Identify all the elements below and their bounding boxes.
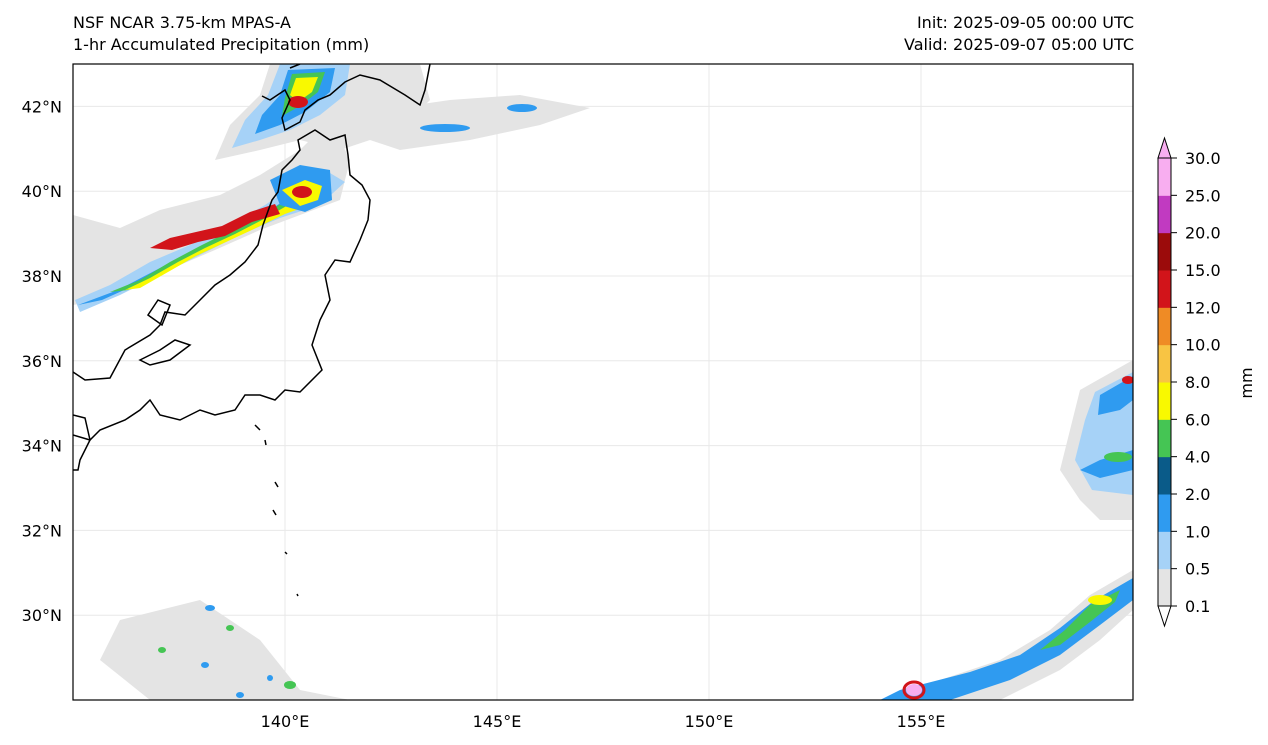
precip-offshore-north-blue2 <box>507 104 537 112</box>
precip-se-band-yellow <box>1088 595 1112 605</box>
colorbar-level-label: 2.0 <box>1185 485 1210 504</box>
colorbar-level-label: 12.0 <box>1185 298 1221 317</box>
colorbar-level-label: 30.0 <box>1185 149 1221 168</box>
model-title: NSF NCAR 3.75-km MPAS-A <box>73 13 291 32</box>
colorbar-swatch <box>1158 195 1171 234</box>
colorbar-swatch <box>1158 307 1171 346</box>
valid-time: Valid: 2025-09-07 05:00 UTC <box>903 35 1134 54</box>
colorbar-swatch <box>1158 494 1171 532</box>
precip-sw-cells <box>100 600 350 700</box>
lon-tick-label: 150°E <box>685 712 734 731</box>
lon-tick-label: 145°E <box>473 712 522 731</box>
title-right: Init: 2025-09-05 00:00 UTC Valid: 2025-0… <box>904 12 1134 56</box>
colorbar-swatch <box>1158 419 1171 458</box>
lat-tick-label: 42°N <box>22 97 62 116</box>
coast-shikoku <box>138 339 192 366</box>
lat-tick-label: 36°N <box>22 352 62 371</box>
colorbar-level-label: 8.0 <box>1185 373 1210 392</box>
colorbar-swatch <box>1158 158 1171 196</box>
colorbar-level-label: 6.0 <box>1185 410 1210 429</box>
colorbar-swatch <box>1158 232 1171 271</box>
colorbar-swatch <box>1158 531 1171 570</box>
colorbar-swatch <box>1158 270 1171 308</box>
precip-hokkaido-core <box>288 96 308 108</box>
colorbar-level-label: 25.0 <box>1185 186 1221 205</box>
lat-tick-label: 32°N <box>22 521 62 540</box>
precip-band-japan-sea <box>73 120 350 305</box>
lon-tick-labels: 140°E 145°E 150°E 155°E <box>261 712 946 731</box>
colorbar-level-label: 15.0 <box>1185 261 1221 280</box>
precip-east-cluster-blue <box>1080 376 1133 478</box>
precip-band-japan-sea-red <box>150 204 280 250</box>
colorbar-level-label: 0.1 <box>1185 597 1210 616</box>
colorbar-swatch <box>1158 344 1171 383</box>
precip-offshore-north-blue <box>420 124 470 132</box>
coast-hokkaido <box>261 64 431 132</box>
colorbar-swatch <box>1158 382 1171 420</box>
colorbar-level-label: 1.0 <box>1185 522 1210 541</box>
precip-east-cluster-green <box>1104 452 1132 462</box>
colorbar-swatch <box>1158 456 1171 495</box>
lat-tick-labels: 42°N 40°N 38°N 36°N 34°N 32°N 30°N <box>22 97 62 625</box>
coast-noto <box>146 299 171 327</box>
precip-tohoku-cell-red <box>292 186 312 198</box>
coastlines <box>73 64 431 597</box>
map-frame <box>72 63 1134 701</box>
lon-tick-label: 155°E <box>897 712 946 731</box>
lat-tick-label: 34°N <box>22 437 62 456</box>
colorbar-level-label: 20.0 <box>1185 224 1221 243</box>
coast-honshu <box>73 129 371 441</box>
lat-tick-label: 40°N <box>22 182 62 201</box>
coast-kyushu <box>73 414 91 471</box>
init-time: Init: 2025-09-05 00:00 UTC <box>916 13 1134 32</box>
title-left: NSF NCAR 3.75-km MPAS-A 1-hr Accumulated… <box>73 12 369 56</box>
gridlines <box>73 64 1133 700</box>
precip-se-band-red <box>902 680 926 700</box>
precipitation-field <box>73 64 1133 700</box>
precip-se-band-core <box>906 684 922 696</box>
colorbar-level-label: 10.0 <box>1185 336 1221 355</box>
colorbar-extend-max <box>1157 136 1172 159</box>
colorbar-swatch <box>1158 568 1171 607</box>
precip-east-cluster-red <box>1122 376 1133 384</box>
coast-izu-islands <box>254 424 299 597</box>
field-title: 1-hr Accumulated Precipitation (mm) <box>73 35 370 54</box>
lat-tick-label: 30°N <box>22 606 62 625</box>
colorbar-level-label: 0.5 <box>1185 560 1210 579</box>
precip-se-band-blue <box>880 578 1133 700</box>
precip-hokkaido-yellow <box>290 77 318 102</box>
colorbar-extend-min <box>1157 605 1172 628</box>
lon-tick-label: 140°E <box>261 712 310 731</box>
colorbar-level-label: 4.0 <box>1185 448 1210 467</box>
colorbar: 0.1 0.5 1.0 2.0 4.0 6.0 8.0 10.0 12.0 15.0 20.0 25.… <box>1157 136 1221 628</box>
lat-tick-label: 38°N <box>22 267 62 286</box>
colorbar-unit-label: mm <box>1237 367 1256 398</box>
